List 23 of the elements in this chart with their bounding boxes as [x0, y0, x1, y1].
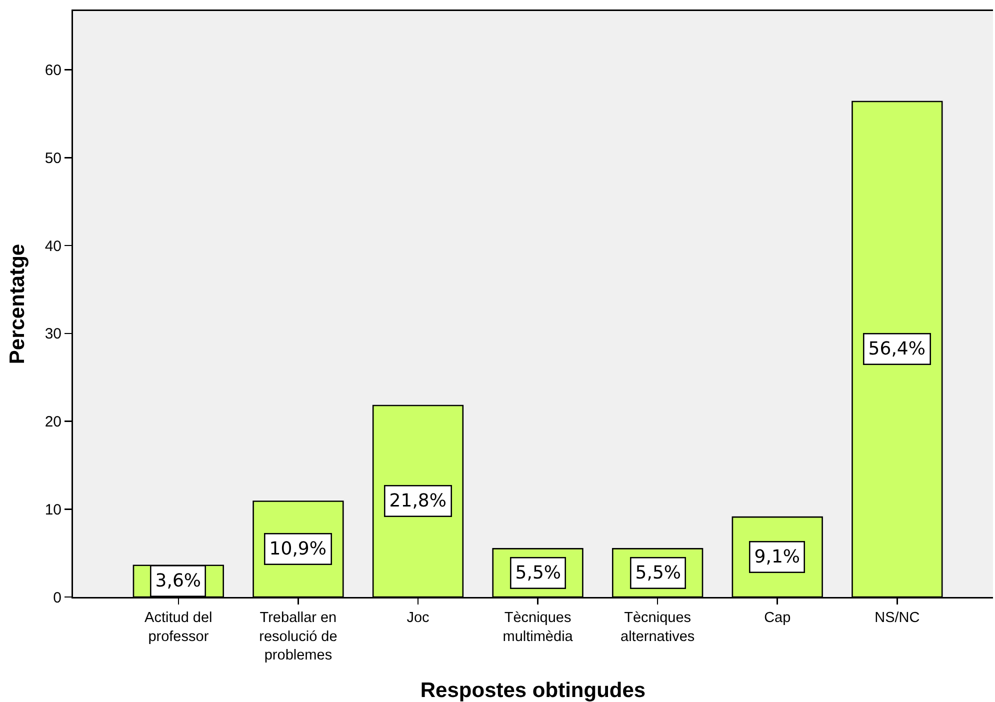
x-tick-label: Joc [406, 610, 430, 626]
data-label: 10,9% [269, 538, 326, 560]
data-label: 5,5% [515, 562, 562, 584]
y-tick-label: 30 [44, 326, 62, 343]
data-label: 21,8% [389, 490, 446, 512]
y-tick-label: 50 [44, 150, 62, 167]
x-tick-label: Cap [764, 610, 791, 626]
x-axis-title: Respostes obtingudes [420, 679, 646, 702]
x-tick-label: Tècniques multimèdia [502, 610, 574, 645]
x-tick-label: Actitud del professor [144, 610, 212, 645]
y-tick-label: 40 [44, 238, 62, 255]
y-tick-label: 10 [44, 501, 62, 518]
data-label: 3,6% [155, 570, 202, 592]
data-label: 5,5% [635, 562, 682, 584]
y-axis-title: Percentatge [6, 244, 30, 364]
y-tick-label: 60 [44, 62, 62, 80]
data-label: 9,1% [754, 546, 800, 568]
y-tick-label: 20 [44, 414, 62, 431]
x-tick-label: NS/NC [874, 610, 920, 626]
x-tick-label: Tècniques alternatives [620, 610, 695, 645]
x-tick-label: Treballar en resolució de problemes [259, 610, 338, 664]
data-label: 56,4% [868, 338, 926, 360]
y-tick-label: 0 [53, 589, 62, 606]
